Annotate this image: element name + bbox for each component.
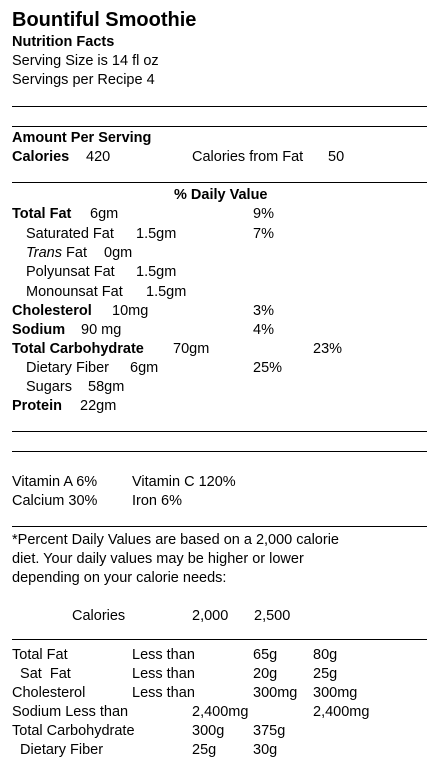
calories-value: 420: [86, 149, 111, 165]
reference-row-value1: 20g: [253, 666, 278, 682]
reference-row-value2: 300mg: [313, 685, 358, 701]
reference-row-label: Total Carbohydrate: [12, 723, 135, 739]
vitamin-a: Vitamin A 6%: [12, 474, 98, 490]
monounsat-fat-label: Monounsat Fat: [26, 284, 123, 300]
divider: [12, 126, 427, 127]
reference-row-value2: 25g: [313, 666, 338, 682]
protein-amount: 22gm: [80, 398, 117, 414]
reference-row-label: Dietary Fiber: [12, 742, 104, 758]
monounsat-fat-amount: 1.5gm: [146, 284, 187, 300]
footnote-line: depending on your calorie needs:: [12, 570, 227, 586]
trans-fat-label-italic: Trans: [26, 245, 62, 261]
polyunsat-fat-amount: 1.5gm: [136, 264, 177, 280]
dietary-fiber-dv: 25%: [253, 360, 283, 376]
calcium: Calcium 30%: [12, 493, 98, 509]
reference-row-label: Cholesterol: [12, 685, 86, 701]
saturated-fat-label: Saturated Fat: [26, 226, 114, 242]
calories-from-fat-label: Calories from Fat: [192, 149, 304, 165]
reference-row-qualifier: Less than: [132, 685, 195, 701]
reference-col1-header: 2,000: [192, 608, 229, 624]
sodium-amount: 90 mg: [81, 322, 122, 338]
reference-row-value2: 80g: [313, 647, 338, 663]
serving-size: Serving Size is 14 fl oz: [12, 53, 159, 69]
sodium-label: Sodium: [12, 322, 66, 338]
total-carbohydrate-amount: 70gm: [173, 341, 210, 357]
vitamin-c: Vitamin C 120%: [132, 474, 236, 490]
reference-row-label: Total Fat: [12, 647, 68, 663]
calories-label: Calories: [12, 149, 70, 165]
reference-row-qualifier: Less than: [132, 647, 195, 663]
dietary-fiber-amount: 6gm: [130, 360, 159, 376]
trans-fat-label-rest: Fat: [66, 245, 87, 261]
reference-row-value2: 30g: [253, 742, 278, 758]
total-fat-dv: 9%: [253, 206, 274, 222]
total-fat-label: Total Fat: [12, 206, 72, 222]
calories-from-fat-value: 50: [328, 149, 345, 165]
reference-row-value1: 25g: [192, 742, 217, 758]
reference-row-value1: 300mg: [253, 685, 298, 701]
divider: [12, 639, 427, 640]
total-fat-amount: 6gm: [90, 206, 119, 222]
reference-calories-label: Calories: [72, 608, 126, 624]
reference-row-value2: 375g: [253, 723, 286, 739]
label-title: Bountiful Smoothie: [12, 9, 197, 31]
footnote-line: diet. Your daily values may be higher or…: [12, 551, 304, 567]
divider: [12, 182, 427, 183]
reference-row-value2: 2,400mg: [313, 704, 370, 720]
cholesterol-dv: 3%: [253, 303, 274, 319]
trans-fat-amount: 0gm: [104, 245, 133, 261]
polyunsat-fat-label: Polyunsat Fat: [26, 264, 115, 280]
total-carbohydrate-dv: 23%: [313, 341, 343, 357]
sugars-amount: 58gm: [88, 379, 125, 395]
saturated-fat-amount: 1.5gm: [136, 226, 177, 242]
cholesterol-amount: 10mg: [112, 303, 149, 319]
daily-value-header: % Daily Value: [174, 187, 268, 203]
protein-label: Protein: [12, 398, 62, 414]
divider: [12, 106, 427, 107]
iron: Iron 6%: [132, 493, 182, 509]
reference-row-value1: 300g: [192, 723, 225, 739]
reference-col2-header: 2,500: [254, 608, 291, 624]
label-subtitle: Nutrition Facts: [12, 34, 115, 50]
reference-row-qualifier: Less than: [132, 666, 195, 682]
reference-row-value1: 2,400mg: [192, 704, 249, 720]
sodium-dv: 4%: [253, 322, 274, 338]
sugars-label: Sugars: [26, 379, 72, 395]
cholesterol-label: Cholesterol: [12, 303, 92, 319]
total-carbohydrate-label: Total Carbohydrate: [12, 341, 144, 357]
amount-per-serving: Amount Per Serving: [12, 130, 152, 146]
reference-row-label: Sodium Less than: [12, 704, 129, 720]
divider: [12, 526, 427, 527]
divider: [12, 451, 427, 452]
reference-row-value1: 65g: [253, 647, 278, 663]
saturated-fat-dv: 7%: [253, 226, 274, 242]
footnote-line: *Percent Daily Values are based on a 2,0…: [12, 532, 339, 548]
servings-per-recipe: Servings per Recipe 4: [12, 72, 155, 88]
trans-fat-row: Trans Fat: [26, 244, 87, 262]
dietary-fiber-label: Dietary Fiber: [26, 360, 109, 376]
reference-row-label: Sat Fat: [12, 666, 71, 682]
divider: [12, 431, 427, 432]
